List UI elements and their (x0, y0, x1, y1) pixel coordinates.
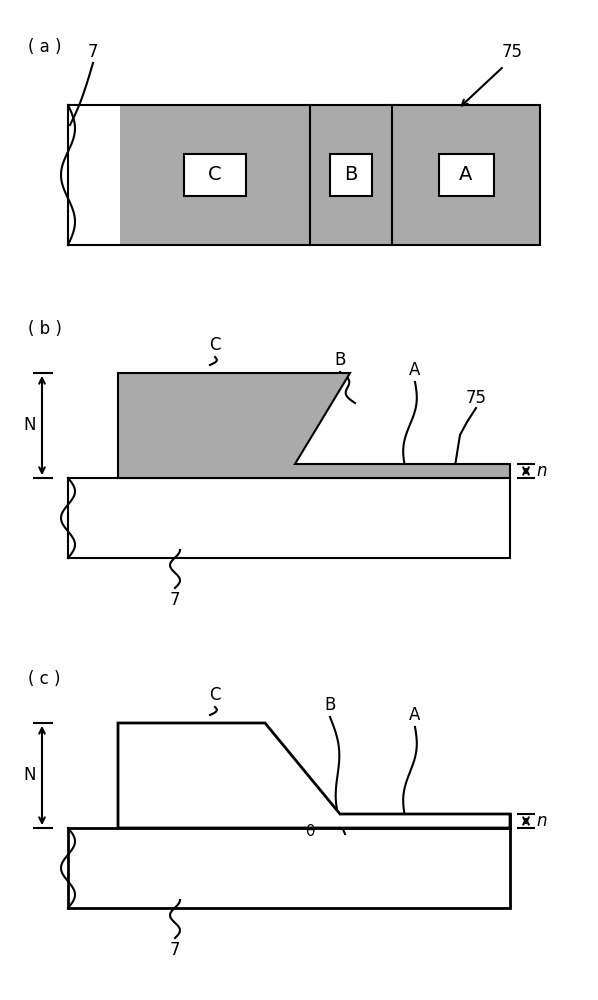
Text: ( b ): ( b ) (28, 320, 62, 338)
Text: 75: 75 (465, 389, 487, 407)
Polygon shape (118, 373, 510, 478)
Text: C: C (209, 686, 221, 704)
Text: 7: 7 (88, 43, 98, 61)
Text: C: C (209, 336, 221, 354)
Bar (68, 105, 540, 245)
Bar (295, 464, 510, 478)
Text: N: N (24, 416, 36, 434)
Text: 7: 7 (170, 591, 180, 609)
Bar (68, 828, 510, 908)
Bar (438, 154, 493, 196)
Text: B: B (324, 696, 335, 714)
Text: A: A (459, 165, 472, 184)
Text: 7: 7 (170, 941, 180, 959)
Text: N: N (24, 766, 36, 784)
Text: B: B (334, 351, 346, 369)
Text: n: n (536, 812, 547, 830)
Text: θ: θ (306, 824, 315, 840)
Text: B: B (344, 165, 358, 184)
Text: n: n (536, 462, 547, 480)
Polygon shape (118, 723, 510, 828)
Text: ( a ): ( a ) (28, 38, 62, 56)
Bar (330, 154, 372, 196)
Bar (184, 154, 246, 196)
Bar (68, 478, 510, 558)
Text: ( c ): ( c ) (28, 670, 60, 688)
Text: C: C (208, 165, 222, 184)
Bar (340, 814, 510, 828)
Text: A: A (409, 361, 420, 379)
Text: 75: 75 (502, 43, 523, 61)
Text: A: A (409, 706, 420, 724)
Bar (120, 105, 540, 245)
Bar (68, 105, 120, 245)
